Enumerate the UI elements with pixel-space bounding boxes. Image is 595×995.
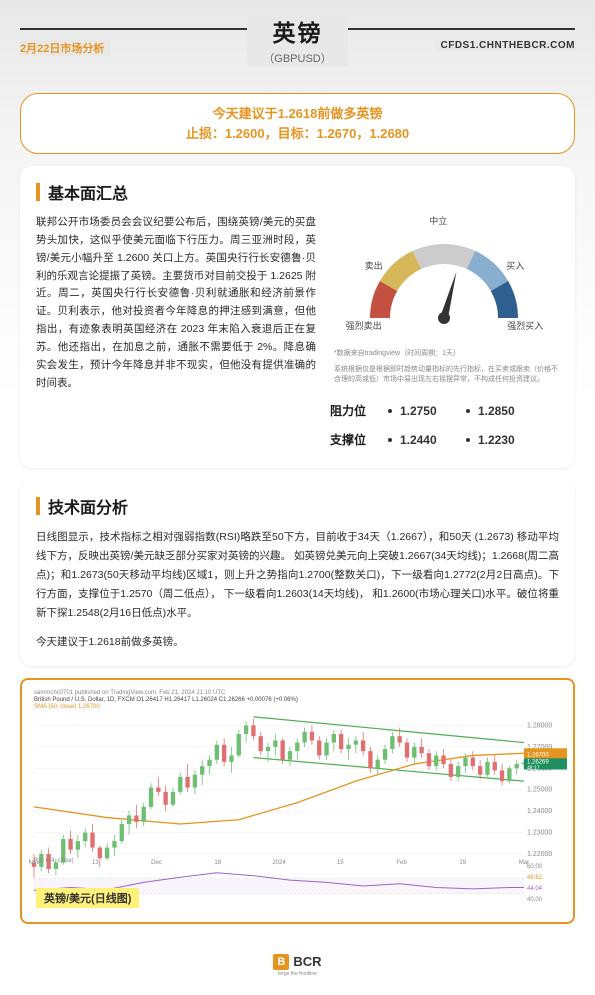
footer-sub: forge the frontline [0, 971, 595, 977]
svg-text:13: 13 [92, 860, 99, 866]
support-label: 支撑位 [330, 431, 380, 448]
gauge-column: 中立 卖出 买入 强烈卖出 强烈买入 *数据来自tradingview（时间周期… [330, 214, 559, 454]
header-title: 英镑 （GBPUSD） [247, 14, 347, 66]
gauge-label-sell: 卖出 [365, 259, 383, 272]
svg-text:Feb: Feb [396, 860, 407, 866]
svg-text:15: 15 [337, 860, 344, 866]
technical-text: 日线图显示，技术指标之相对强弱指数(RSI)略跌至50下方，目前收于34天（1.… [36, 528, 559, 622]
dot-icon [466, 438, 470, 442]
fundamental-body: 联邦公开市场委员会会议纪要公布后，围绕英镑/美元的买盘势头加快，这似乎使美元面临… [36, 214, 316, 454]
fundamental-title: 基本面汇总 [48, 180, 128, 204]
svg-text:Dec: Dec [151, 860, 162, 866]
support-v2: 1.2230 [478, 433, 536, 447]
gauge-disclaimer: 系统根据仅是根据即时趋势动量指标的先行指标，在买卖或跟卖（价格不合理的高或低）市… [330, 365, 559, 385]
gauge-mid-labels: 卖出 买入 强烈卖出 强烈买入 [349, 331, 539, 343]
svg-text:2024: 2024 [272, 860, 286, 866]
gauge-label-neutral: 中立 [429, 214, 447, 227]
footer: B BCR forge the frontline [0, 940, 595, 995]
advice-line2: 止损：1.2600，目标：1.2670，1.2680 [33, 124, 562, 144]
chart-box: sammchc0701 published on TradingView.com… [20, 678, 575, 924]
svg-text:60.00: 60.00 [527, 864, 543, 870]
levels-table: 阻力位 1.2750 1.2850 支撑位 1.2440 1.2230 [330, 396, 559, 454]
gauge-label-ssell: 强烈卖出 [346, 319, 382, 332]
support-row: 支撑位 1.2440 1.2230 [330, 425, 559, 454]
gauge-chart [349, 228, 539, 326]
svg-text:1.22000: 1.22000 [527, 851, 552, 858]
gauge-source: *数据来自tradingview（时间周期：1天） [330, 349, 460, 359]
technical-title: 技术面分析 [48, 494, 128, 518]
technical-body: 日线图显示，技术指标之相对强弱指数(RSI)略跌至50下方，目前收于34天（1.… [36, 528, 559, 651]
svg-text:19: 19 [459, 860, 466, 866]
svg-text:British Pound / U.S. Dollar, 1: British Pound / U.S. Dollar, 1D, FXCM O1… [34, 697, 298, 703]
support-v1: 1.2440 [400, 433, 458, 447]
title-cn: 英镑 [263, 14, 331, 48]
svg-text:40.00: 40.00 [527, 897, 543, 903]
logo-square-icon: B [273, 954, 289, 970]
dot-icon [388, 409, 392, 413]
candlestick-chart: sammchc0701 published on TradingView.com… [28, 686, 567, 916]
dot-icon [466, 409, 470, 413]
svg-text:1.28000: 1.28000 [527, 722, 552, 729]
gauge-label-sbuy: 强烈买入 [507, 319, 543, 332]
dot-icon [388, 438, 392, 442]
advice-line1: 今天建议于1.2618前做多英镑 [33, 104, 562, 124]
resistance-row: 阻力位 1.2750 1.2850 [330, 396, 559, 425]
gauge-label-buy: 买入 [506, 259, 524, 272]
technical-final: 今天建议于1.2618前做多英镑。 [36, 633, 559, 652]
svg-text:1.25000: 1.25000 [527, 786, 552, 793]
card-title: 基本面汇总 [36, 180, 559, 204]
svg-text:48:17: 48:17 [527, 765, 540, 771]
advice-box: 今天建议于1.2618前做多英镑 止损：1.2600，目标：1.2670，1.2… [20, 93, 575, 154]
date-label: 2月22日市场分析 [20, 40, 110, 56]
fundamental-card: 基本面汇总 联邦公开市场委员会会议纪要公布后，围绕英镑/美元的买盘势头加快，这似… [20, 166, 575, 468]
svg-text:1.26700: 1.26700 [527, 752, 549, 758]
svg-text:48.62: 48.62 [527, 875, 543, 881]
resistance-label: 阻力位 [330, 402, 380, 419]
title-en: （GBPUSD） [263, 50, 331, 66]
footer-brand: BCR [293, 954, 321, 969]
title-bar-icon [36, 183, 40, 201]
svg-text:18: 18 [214, 860, 221, 866]
url-label: CFDS1.CHNTHEBCR.COM [435, 40, 576, 51]
svg-text:44.04: 44.04 [527, 886, 543, 892]
chart-caption: 英镑/美元(日线图) [36, 888, 139, 908]
svg-text:sammchc0701 published on Tradi: sammchc0701 published on TradingView.com… [34, 690, 226, 696]
svg-text:SMA (50, close) 1.26700: SMA (50, close) 1.26700 [34, 704, 100, 710]
gauge-top-labels: 中立 [349, 214, 539, 228]
header: 2月22日市场分析 CFDS1.CHNTHEBCR.COM 英镑 （GBPUSD… [0, 0, 595, 75]
title-bar-icon [36, 497, 40, 515]
technical-card: 技术面分析 日线图显示，技术指标之相对强弱指数(RSI)略跌至50下方，目前收于… [20, 480, 575, 665]
chart-inner: sammchc0701 published on TradingView.com… [28, 686, 567, 916]
resistance-v1: 1.2750 [400, 404, 458, 418]
svg-text:1.23000: 1.23000 [527, 829, 552, 836]
svg-text:RSI (14, close): RSI (14, close) [34, 858, 74, 864]
resistance-v2: 1.2850 [478, 404, 536, 418]
card-title: 技术面分析 [36, 494, 559, 518]
footer-logo: B BCR [273, 954, 321, 970]
svg-text:1.24000: 1.24000 [527, 808, 552, 815]
